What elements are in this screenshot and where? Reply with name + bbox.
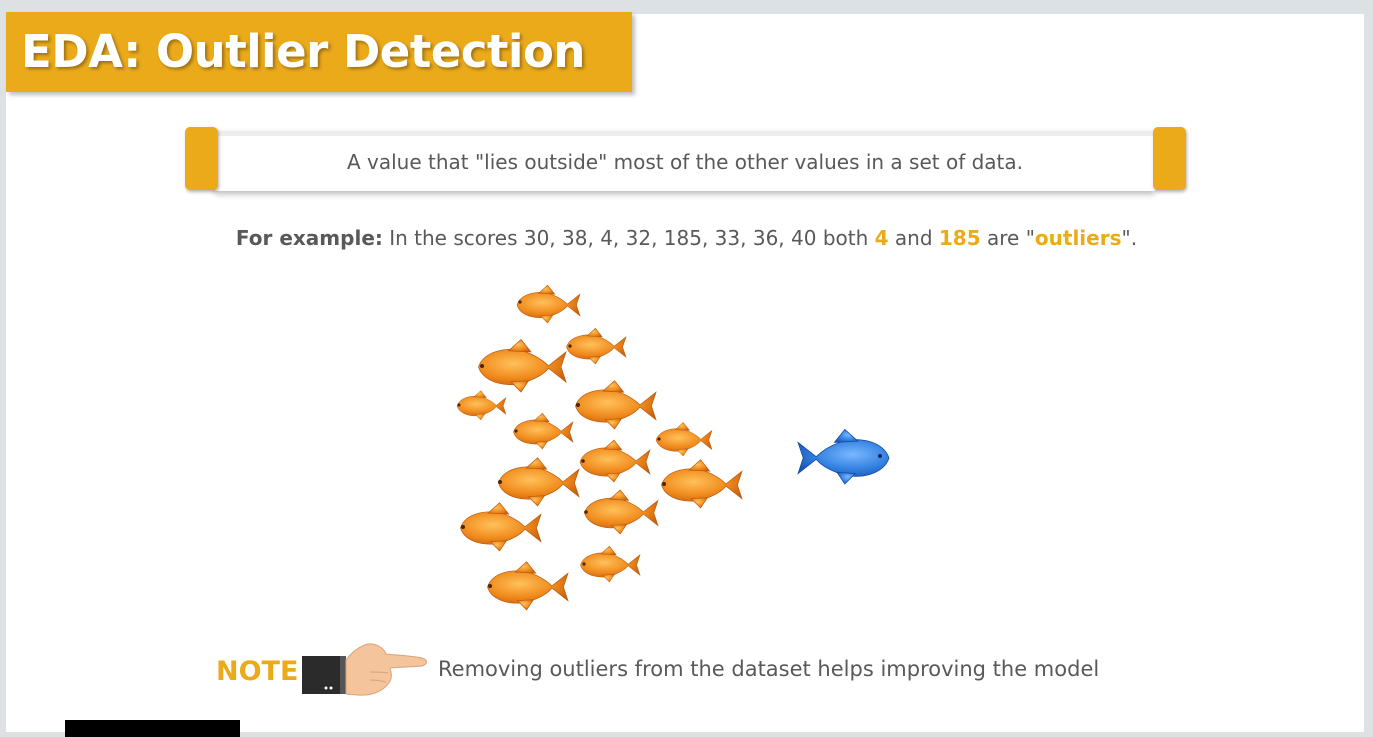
pointing-hand-icon (302, 643, 427, 696)
example-part-2: and (888, 226, 939, 250)
example-outlier-high: 185 (938, 226, 981, 250)
title-banner: EDA: Outlier Detection (6, 12, 632, 92)
example-part-3: are " (980, 226, 1035, 250)
black-bar (65, 720, 240, 737)
fish-illustration (456, 284, 890, 611)
example-lead: For example: (235, 226, 383, 250)
slide-title: EDA: Outlier Detection (21, 25, 585, 78)
example-part-4: ". (1121, 226, 1138, 250)
example-part-1: In the scores 30, 38, 4, 32, 185, 33, 36… (382, 226, 875, 250)
note-text: Removing outliers from the dataset helps… (438, 657, 1100, 681)
example-sentence: For example: In the scores 30, 38, 4, 32… (0, 226, 1373, 250)
definition-right-tab (1153, 127, 1186, 190)
definition-text: A value that "lies outside" most of the … (346, 150, 1024, 174)
definition-left-tab (185, 127, 218, 190)
definition-box: A value that "lies outside" most of the … (215, 131, 1155, 191)
example-term: outliers (1034, 226, 1122, 250)
note-label: NOTE (216, 656, 299, 687)
example-outlier-low: 4 (874, 226, 889, 250)
